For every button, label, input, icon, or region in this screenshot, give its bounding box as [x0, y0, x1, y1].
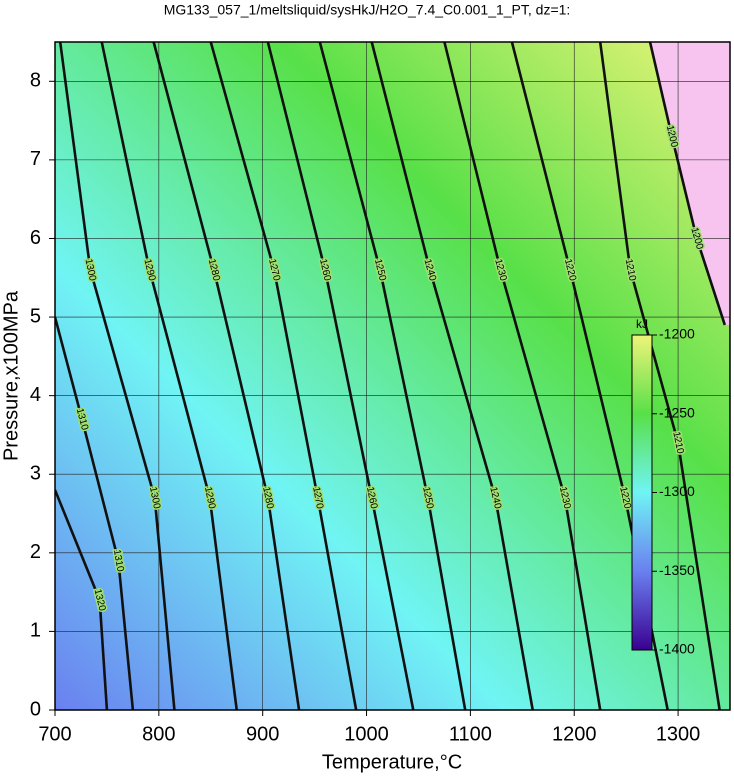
colorbar-tick-label: -1300: [659, 483, 695, 499]
x-tick-label: 900: [246, 723, 279, 745]
colorbar: [631, 334, 653, 651]
contour-line: [100, 42, 239, 710]
contour-label: 1320: [92, 588, 108, 613]
contour-line: [266, 42, 415, 710]
y-tick-label: 1: [30, 620, 41, 642]
colorbar-tick-label: -1250: [659, 404, 695, 420]
contour-label: 1300: [83, 258, 98, 282]
colorbar-label: kJ: [636, 317, 648, 331]
contour-line: [648, 42, 727, 326]
y-tick-label: 2: [30, 541, 41, 563]
y-tick-label: 8: [30, 70, 41, 92]
x-tick-label: 800: [142, 723, 175, 745]
y-tick-label: 7: [30, 148, 41, 170]
overflow-region: [650, 42, 730, 325]
colorbar-tick-label: -1400: [659, 641, 695, 657]
y-tick-label: 3: [30, 463, 41, 485]
x-tick-label: 1300: [656, 723, 701, 745]
y-axis-label: Pressure,x100MPa: [0, 290, 22, 461]
x-tick-label: 1200: [552, 723, 597, 745]
plot-area: 1320131013101300130012901290128012801270…: [55, 42, 730, 710]
x-axis-label: Temperature,°C: [322, 751, 462, 773]
y-tick-label: 5: [30, 305, 41, 327]
x-tick-label: 700: [38, 723, 71, 745]
colorbar-tick-label: -1200: [659, 326, 695, 342]
chart-title: MG133_057_1/meltsliquid/sysHkJ/H2O_7.4_C…: [164, 2, 571, 18]
x-tick-label: 1100: [449, 723, 492, 745]
contour-line: [55, 489, 109, 710]
plot-frame: [54, 41, 731, 711]
contour-line: [55, 316, 135, 710]
contour-line: [318, 42, 467, 710]
contour-line: [152, 42, 301, 710]
x-tick-label: 1000: [344, 723, 389, 745]
contour-line: [370, 42, 534, 710]
contour-line: [58, 42, 176, 710]
y-tick-label: 0: [30, 698, 41, 720]
contour-line: [209, 42, 358, 710]
y-tick-label: 6: [30, 227, 41, 249]
contour-line: [443, 42, 602, 710]
contour-line: [598, 42, 721, 710]
colorbar-tick-label: -1350: [659, 562, 695, 578]
y-tick-label: 4: [30, 384, 41, 406]
